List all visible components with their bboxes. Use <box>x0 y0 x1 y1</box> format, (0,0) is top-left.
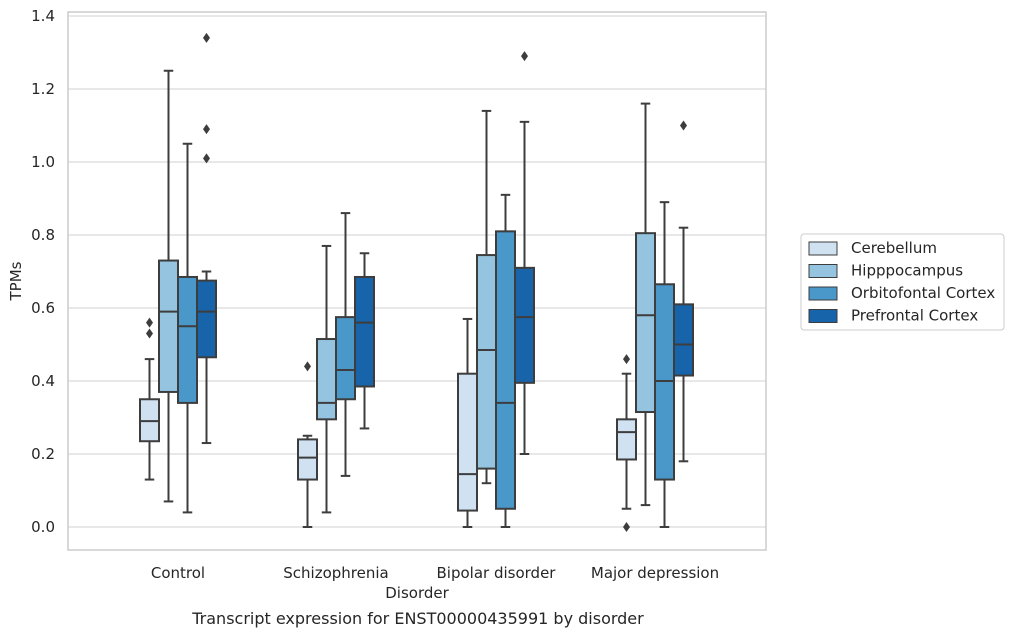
y-tick-label: 0.4 <box>31 372 55 390</box>
x-tick-label: Bipolar disorder <box>437 564 557 582</box>
box-iqr <box>177 275 198 404</box>
box-iqr <box>476 254 497 470</box>
box-2-1 <box>335 212 356 477</box>
box-iqr <box>514 266 535 384</box>
box-iqr <box>673 303 694 377</box>
box-iqr <box>196 279 217 359</box>
box-0-3 <box>616 354 637 532</box>
outlier-point <box>203 153 210 164</box>
box-iqr <box>457 372 478 512</box>
box-3-1 <box>354 252 375 430</box>
box-3-2 <box>514 51 535 455</box>
outlier-point <box>623 522 630 532</box>
box-3-3 <box>673 120 694 463</box>
x-tick-label: Control <box>151 564 205 582</box>
figure-caption: Transcript expression for ENST0000043599… <box>192 609 644 628</box>
box-1-2 <box>476 109 497 485</box>
box-iqr <box>354 275 375 388</box>
x-tick-label: Schizophrenia <box>283 564 388 582</box>
box-groups <box>139 32 694 532</box>
legend-swatch <box>808 264 838 278</box>
legend-swatch <box>808 309 838 323</box>
outlier-point <box>680 120 687 131</box>
box-0-0 <box>139 317 160 481</box>
y-tick-label: 0.2 <box>31 445 55 463</box>
legend-frame <box>800 233 1005 331</box>
outlier-point <box>146 317 153 328</box>
legend: Cerebellum Hipppocampus Orbitofontal Corte… <box>800 233 1005 331</box>
box-2-2 <box>495 193 516 528</box>
box-1-1 <box>316 244 337 514</box>
x-tick-labels: Control Schizophrenia Bipolar disorder Majo… <box>151 564 719 582</box>
box-iqr <box>297 438 318 481</box>
box-iqr <box>616 418 637 461</box>
y-tick-label: 1.0 <box>31 153 55 171</box>
box-0-1 <box>297 361 318 528</box>
box-iqr <box>335 316 356 401</box>
box-0-2 <box>457 317 478 528</box>
y-tick-label: 0.6 <box>31 299 55 317</box>
plot-frame <box>67 11 767 551</box>
legend-swatch <box>808 241 838 256</box>
y-tick-label: 0.0 <box>31 518 55 536</box>
legend-label: Orbitofontal Cortex <box>851 284 995 302</box>
x-tick-label: Major depression <box>591 564 719 582</box>
box-iqr <box>158 259 179 393</box>
outlier-point <box>203 124 210 135</box>
outlier-point <box>304 361 311 372</box>
outlier-point <box>521 51 528 62</box>
box-1-3 <box>635 102 656 507</box>
legend-label: Hipppocampus <box>851 262 963 280</box>
box-iqr <box>495 230 516 510</box>
box-iqr <box>316 338 337 421</box>
y-tick-label: 1.2 <box>31 80 55 98</box>
outlier-point <box>623 354 630 365</box>
legend-label: Prefrontal Cortex <box>851 307 978 325</box>
y-tick-labels: 0.0 0.2 0.4 0.6 0.8 1.0 1.2 1.4 <box>31 7 55 536</box>
box-2-3 <box>654 201 675 528</box>
box-iqr <box>635 232 656 414</box>
box-2-0 <box>177 142 198 514</box>
legend-swatch <box>808 286 838 301</box>
x-axis-title: Disorder <box>385 584 449 602</box>
legend-label: Cerebellum <box>851 239 937 257</box>
box-1-0 <box>158 69 179 503</box>
y-axis-title: TPMs <box>7 261 25 301</box>
y-tick-label: 0.8 <box>31 226 55 244</box>
box-3-0 <box>196 32 217 445</box>
outlier-point <box>146 328 153 339</box>
outlier-point <box>203 32 210 43</box>
y-tick-label: 1.4 <box>31 7 55 25</box>
